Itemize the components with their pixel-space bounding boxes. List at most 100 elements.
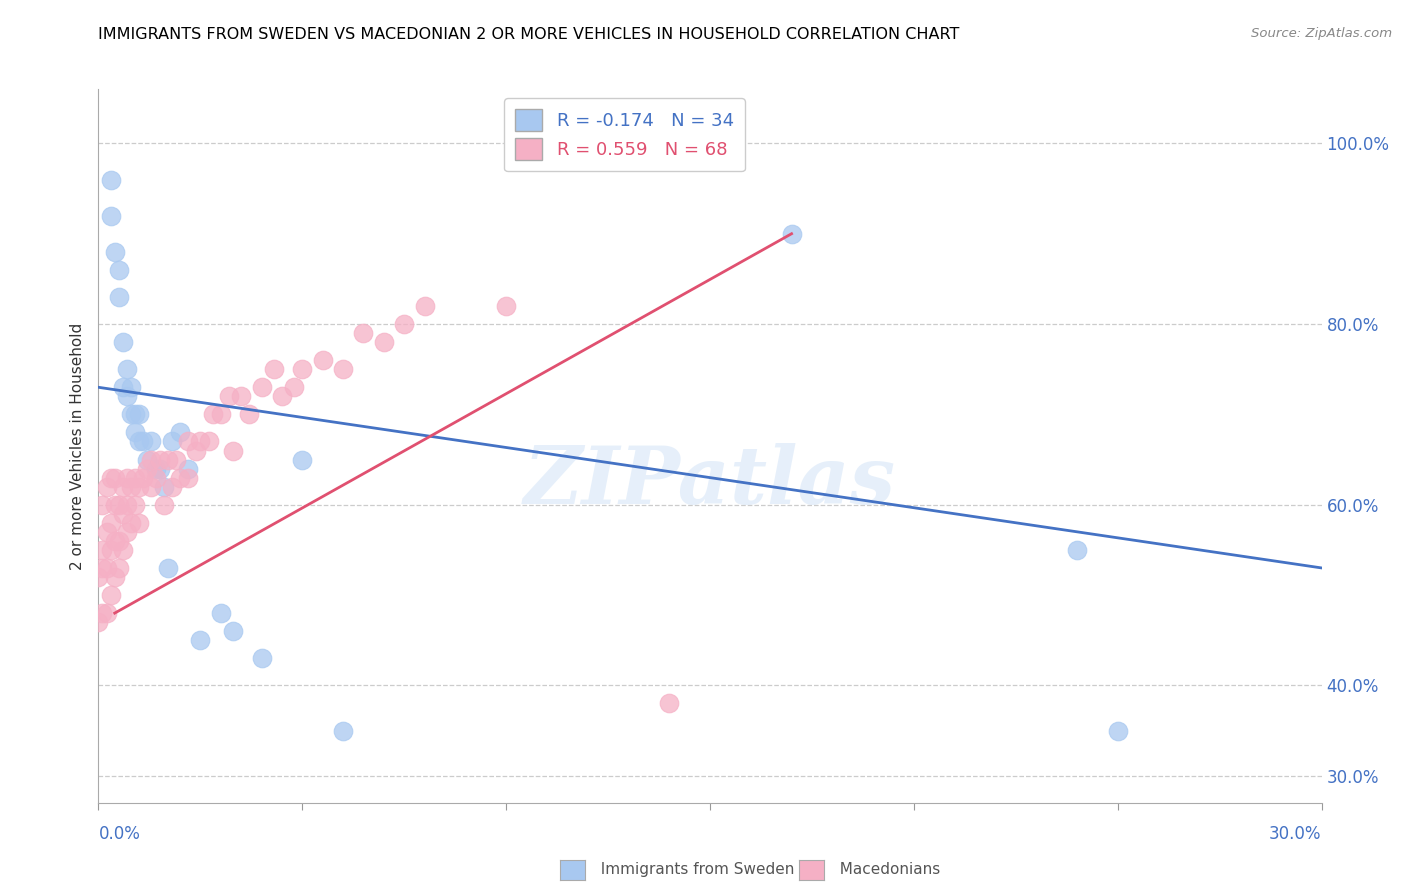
Point	[332, 723, 354, 738]
Point	[238, 408, 260, 422]
Point	[132, 470, 155, 484]
Point	[104, 470, 127, 484]
Text: Macedonians: Macedonians	[830, 863, 939, 877]
Point	[149, 461, 172, 475]
Text: Source: ZipAtlas.com: Source: ZipAtlas.com	[1251, 27, 1392, 40]
Text: 0.0%: 0.0%	[98, 825, 141, 843]
Point	[160, 434, 183, 449]
Text: IMMIGRANTS FROM SWEDEN VS MACEDONIAN 2 OR MORE VEHICLES IN HOUSEHOLD CORRELATION: IMMIGRANTS FROM SWEDEN VS MACEDONIAN 2 O…	[98, 27, 960, 42]
Point	[100, 172, 122, 186]
Point	[283, 380, 305, 394]
Point	[108, 498, 131, 512]
Point	[413, 299, 436, 313]
Point	[108, 263, 131, 277]
Point	[152, 498, 174, 512]
Point	[91, 542, 114, 557]
Point	[124, 498, 146, 512]
Point	[115, 470, 138, 484]
Point	[186, 443, 208, 458]
Point	[100, 470, 122, 484]
Point	[96, 606, 118, 620]
Point	[115, 389, 138, 403]
Point	[169, 470, 191, 484]
Point	[91, 561, 114, 575]
Point	[1107, 723, 1129, 738]
Point	[495, 299, 517, 313]
Point	[128, 480, 150, 494]
Point	[291, 452, 314, 467]
Point	[128, 516, 150, 530]
Y-axis label: 2 or more Vehicles in Household: 2 or more Vehicles in Household	[69, 322, 84, 570]
Point	[291, 362, 314, 376]
Point	[141, 434, 163, 449]
Point	[91, 606, 114, 620]
Point	[156, 561, 179, 575]
Point	[100, 209, 122, 223]
Point	[96, 480, 118, 494]
Point	[332, 362, 354, 376]
Point	[100, 542, 122, 557]
Point	[222, 624, 245, 639]
Point	[120, 480, 142, 494]
Point	[136, 452, 159, 467]
Point	[120, 408, 142, 422]
Point	[188, 434, 212, 449]
Point	[165, 452, 187, 467]
Point	[124, 470, 146, 484]
Point	[104, 244, 127, 259]
Point	[218, 389, 240, 403]
Point	[111, 542, 134, 557]
Point	[128, 434, 150, 449]
Point	[263, 362, 285, 376]
Point	[104, 570, 127, 584]
Point	[115, 498, 138, 512]
Point	[132, 434, 155, 449]
Point	[312, 353, 335, 368]
Point	[392, 317, 416, 331]
Text: 30.0%: 30.0%	[1270, 825, 1322, 843]
Point	[373, 335, 395, 350]
Point	[111, 480, 134, 494]
Point	[87, 615, 110, 629]
Point	[160, 480, 183, 494]
Point	[124, 408, 146, 422]
Point	[120, 380, 142, 394]
Point	[100, 588, 122, 602]
Point	[658, 697, 681, 711]
Point	[152, 480, 174, 494]
Point	[141, 480, 163, 494]
Point	[201, 408, 224, 422]
Point	[120, 516, 142, 530]
Point	[209, 408, 232, 422]
Text: ZIPatlas: ZIPatlas	[524, 443, 896, 520]
Point	[87, 570, 110, 584]
Point	[231, 389, 253, 403]
Point	[141, 452, 163, 467]
Point	[780, 227, 803, 241]
Point	[115, 362, 138, 376]
Point	[209, 606, 232, 620]
Point	[136, 461, 159, 475]
Point	[352, 326, 374, 340]
Point	[250, 651, 273, 665]
Point	[104, 533, 127, 548]
Point	[96, 524, 118, 539]
Point	[1066, 542, 1088, 557]
Point	[177, 434, 200, 449]
Point	[145, 470, 167, 484]
Point	[91, 498, 114, 512]
Point	[197, 434, 219, 449]
Point	[270, 389, 294, 403]
Text: Immigrants from Sweden: Immigrants from Sweden	[591, 863, 794, 877]
Point	[177, 461, 200, 475]
Point	[111, 380, 134, 394]
Point	[145, 461, 167, 475]
Point	[96, 561, 118, 575]
Point	[111, 335, 134, 350]
Point	[156, 452, 179, 467]
Point	[128, 408, 150, 422]
Point	[100, 516, 122, 530]
Point	[250, 380, 273, 394]
Point	[222, 443, 245, 458]
Point	[188, 633, 212, 648]
